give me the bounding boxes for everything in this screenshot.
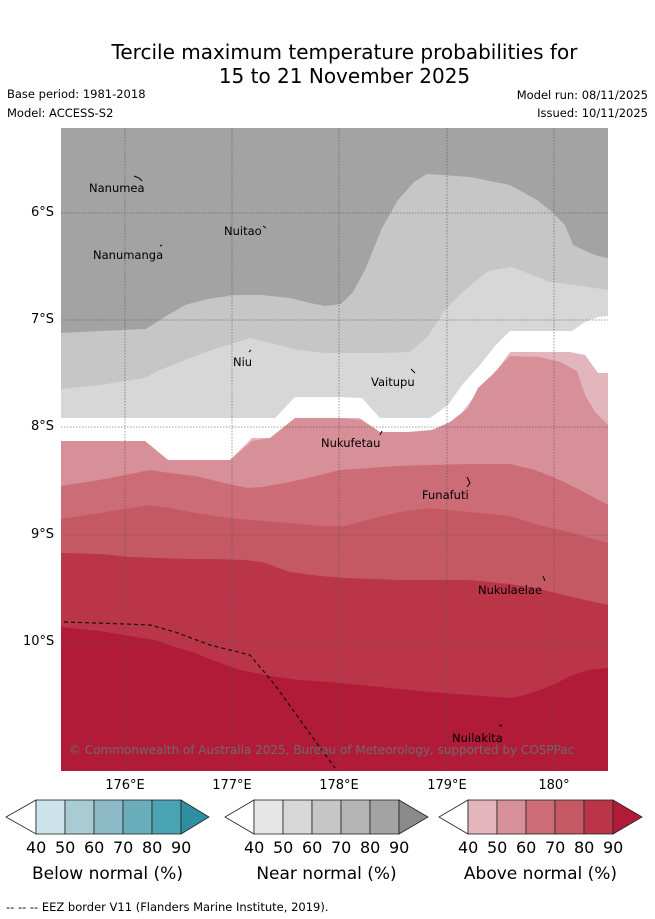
colorbar-near: [224, 799, 429, 835]
tick: 90: [171, 838, 192, 857]
place-nanumea: Nanumea: [89, 181, 145, 195]
tick: 90: [389, 838, 410, 857]
eez-border-line: [63, 621, 336, 769]
band-above-90: [61, 627, 608, 771]
tick: 90: [603, 838, 624, 857]
island-markers: [133, 175, 546, 727]
tick: 70: [113, 838, 134, 857]
place-nuitao: Nuitao: [224, 224, 262, 238]
colorbar-below-label: Below normal (%): [32, 864, 183, 884]
issued-date: Issued: 10/11/2025: [537, 106, 648, 120]
lat-label-7s: 7°S: [31, 312, 55, 327]
lat-label-9s: 9°S: [31, 527, 55, 542]
place-nuilakita: Nuilakita: [452, 731, 503, 745]
lon-label-178e: 178°E: [319, 778, 359, 793]
tick: 40: [458, 838, 479, 857]
tick: 70: [545, 838, 566, 857]
lat-label-8s: 8°S: [31, 419, 55, 434]
place-niu: Niu: [233, 355, 252, 369]
eez-footnote: -- -- -- EEZ border V11 (Flanders Marine…: [6, 900, 329, 914]
tick: 50: [273, 838, 294, 857]
lon-label-177e: 177°E: [212, 778, 252, 793]
colorbar-near-label: Near normal (%): [256, 864, 397, 884]
tick: 40: [26, 838, 47, 857]
place-vaitupu: Vaitupu: [371, 375, 415, 389]
tick: 50: [55, 838, 76, 857]
colorbar-above: [438, 799, 643, 835]
place-nukulaelae: Nukulaelae: [478, 583, 542, 597]
lat-label-10s: 10°S: [23, 634, 55, 649]
tick: 80: [360, 838, 381, 857]
tick: 50: [487, 838, 508, 857]
tick: 60: [84, 838, 105, 857]
lon-label-176e: 176°E: [105, 778, 145, 793]
graticule: [61, 128, 608, 771]
place-nanumanga: Nanumanga: [93, 248, 163, 262]
model-run: Model run: 08/11/2025: [516, 88, 648, 102]
colorbar-below: [5, 799, 210, 835]
place-nukufetau: Nukufetau: [321, 436, 380, 450]
tick: 80: [574, 838, 595, 857]
model-name: Model: ACCESS-S2: [7, 106, 114, 120]
lon-label-179e: 179°E: [427, 778, 467, 793]
lon-label-180: 180°: [538, 778, 570, 793]
chart-title: Tercile maximum temperature probabilitie…: [0, 40, 655, 88]
tick: 40: [244, 838, 265, 857]
title-line-2: 15 to 21 November 2025: [218, 64, 471, 88]
copyright-credit: © Commonwealth of Australia 2025, Bureau…: [69, 743, 574, 757]
title-line-1: Tercile maximum temperature probabilitie…: [111, 40, 578, 64]
tick: 60: [302, 838, 323, 857]
base-period: Base period: 1981-2018: [7, 87, 146, 101]
colorbar-above-label: Above normal (%): [463, 864, 618, 884]
tick: 60: [516, 838, 537, 857]
place-funafuti: Funafuti: [422, 488, 469, 502]
lat-label-6s: 6°S: [31, 205, 55, 220]
tick: 80: [142, 838, 163, 857]
tick: 70: [331, 838, 352, 857]
probability-bands: [61, 128, 608, 771]
